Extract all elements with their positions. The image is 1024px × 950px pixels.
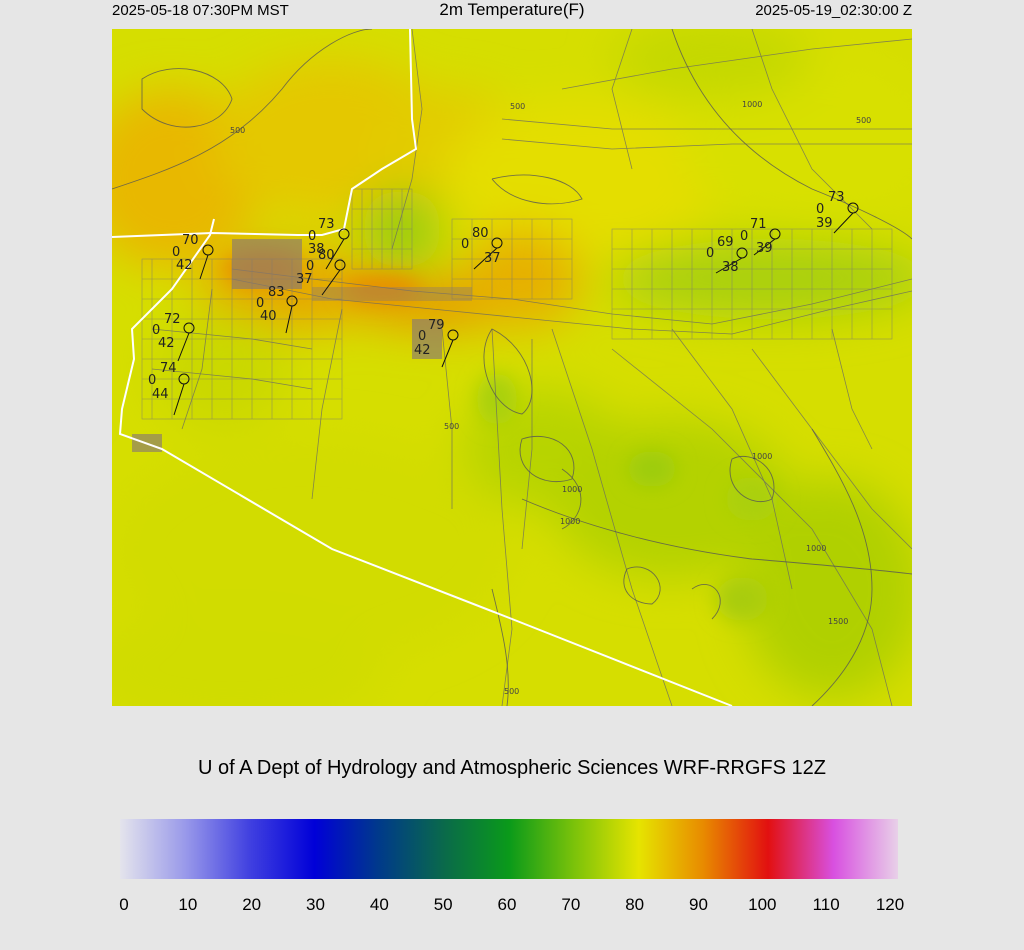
colorbar-tick-label: 20 [242, 895, 262, 914]
colorbar-tick-label: 0 [119, 895, 129, 914]
station-wind: 0 [148, 373, 156, 388]
colorbar-tick-label: 70 [561, 895, 581, 914]
borders [112, 29, 733, 706]
station-wind: 0 [740, 229, 748, 244]
colorbar-tick-label: 50 [433, 895, 453, 914]
colorbar-tick-label: 80 [625, 895, 645, 914]
svg-text:1000: 1000 [742, 100, 762, 109]
station-dew: 42 [414, 343, 431, 358]
svg-text:500: 500 [510, 102, 525, 111]
colorbar-tick-label: 90 [689, 895, 708, 914]
station-temp: 80 [472, 226, 489, 241]
station-wind: 0 [461, 237, 469, 252]
utc-time-label: 2025-05-19_02:30:00 Z [755, 2, 912, 19]
station-wind: 0 [152, 323, 160, 338]
svg-text:500: 500 [856, 116, 871, 125]
station-temp: 72 [164, 312, 181, 327]
station-wind: 0 [706, 246, 714, 261]
station-dew: 42 [158, 336, 175, 351]
station-dew: 39 [756, 241, 773, 256]
colorbar-tick-label: 30 [306, 895, 325, 914]
station-temp: 69 [717, 235, 734, 250]
svg-text:1000: 1000 [806, 544, 826, 553]
svg-text:1000: 1000 [560, 517, 580, 526]
temperature-map: 500 500 1000 500 500 1000 1000 1000 1000… [112, 29, 912, 706]
station-wind: 0 [308, 229, 316, 244]
svg-text:1000: 1000 [752, 452, 772, 461]
svg-text:500: 500 [444, 422, 459, 431]
urban-grid [141, 188, 893, 420]
svg-text:500: 500 [230, 126, 245, 135]
svg-text:500: 500 [504, 687, 519, 696]
station-temp: 71 [750, 217, 767, 232]
elevation-contours [112, 29, 912, 706]
station-wind: 0 [418, 329, 426, 344]
map-title: 2m Temperature(F) [439, 0, 585, 19]
station-labels: 70 0 42 73 0 38 80 0 37 83 0 40 72 0 42 … [148, 190, 845, 402]
station-temp: 73 [828, 190, 845, 205]
station-temp: 83 [268, 285, 285, 300]
station-wind: 0 [306, 259, 314, 274]
local-time-label: 2025-05-18 07:30PM MST [112, 2, 289, 19]
model-credit: U of A Dept of Hydrology and Atmospheric… [197, 757, 827, 779]
station-dew: 37 [484, 251, 501, 266]
station-temp: 79 [428, 318, 445, 333]
contour-labels: 500 500 1000 500 500 1000 1000 1000 1000… [230, 100, 871, 696]
station-dew: 37 [296, 272, 313, 287]
temperature-colorbar [120, 819, 898, 879]
station-dew: 38 [722, 260, 739, 275]
svg-text:1500: 1500 [828, 617, 848, 626]
station-temp: 74 [160, 361, 177, 376]
station-temp: 73 [318, 217, 335, 232]
station-dew: 42 [176, 258, 193, 273]
colorbar-tick-label: 10 [178, 895, 198, 914]
station-dew: 39 [816, 216, 833, 231]
colorbar-tick-label: 60 [497, 895, 517, 914]
station-dew: 44 [152, 387, 169, 402]
colorbar-tick-label: 100 [748, 895, 777, 914]
colorbar-tick-label: 110 [812, 895, 840, 914]
dense-urban-areas [132, 239, 472, 452]
station-plots [173, 202, 859, 416]
station-wind: 0 [816, 202, 824, 217]
station-dew: 38 [308, 242, 325, 257]
colorbar-tick-label: 120 [875, 895, 905, 914]
station-temp: 70 [182, 233, 199, 248]
station-dew: 40 [260, 309, 277, 324]
station-wind: 0 [172, 245, 180, 260]
station-temp: 80 [318, 248, 335, 263]
svg-text:1000: 1000 [562, 485, 582, 494]
station-wind: 0 [256, 296, 264, 311]
colorbar-tick-label: 40 [369, 895, 389, 914]
